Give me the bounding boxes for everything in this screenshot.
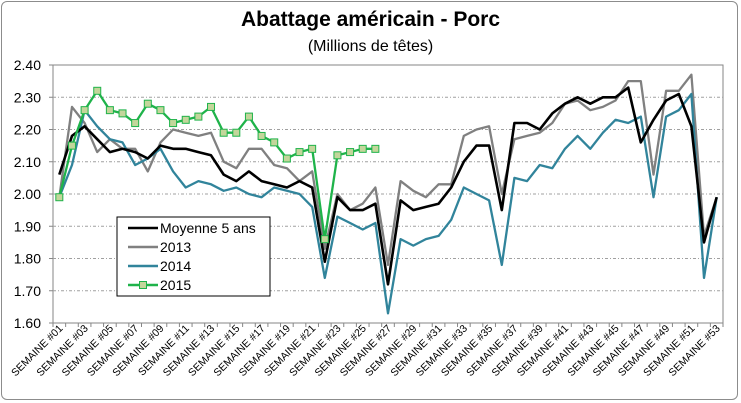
data-point-2015 [55,193,64,202]
data-point-2015 [320,235,329,244]
y-tick-label: 2.20 [14,122,41,138]
y-tick-label: 2.30 [14,89,41,105]
data-point-2015 [169,119,178,128]
data-point-2015 [333,151,342,160]
data-point-2015 [156,106,165,115]
series-line-2014 [58,92,718,315]
chart-subtitle: (Millions de têtes) [307,38,434,55]
y-tick-label: 2.10 [14,154,41,170]
data-point-2015 [308,144,317,153]
data-point-2015 [93,86,102,95]
data-point-2015 [346,148,355,157]
legend-marker [139,281,147,289]
data-point-2015 [143,99,152,108]
y-tick-label: 1.60 [14,315,41,331]
legend-label: 2014 [160,258,191,274]
series-line-moyenne-5-ans [58,86,718,286]
data-point-2015 [219,128,228,137]
data-point-2015 [257,131,266,140]
data-point-2015 [131,119,140,128]
data-point-2015 [244,112,253,121]
data-point-2015 [105,106,114,115]
data-point-2015 [282,154,291,163]
data-point-2015 [358,144,367,153]
data-point-2015 [371,144,380,153]
legend: Moyenne 5 ans 2013 2014 2015 [116,216,271,297]
legend-label: Moyenne 5 ans [160,220,256,236]
data-point-2015 [80,106,89,115]
data-point-2015 [232,128,241,137]
y-tick-label: 2.40 [14,57,41,73]
series-line-2013 [58,73,718,267]
data-point-2015 [181,115,190,124]
data-point-2015 [295,148,304,157]
y-tick-label: 1.80 [14,251,41,267]
data-point-2015 [67,141,76,150]
data-point-2015 [194,112,203,121]
data-point-2015 [118,109,127,118]
data-point-2015 [270,138,279,147]
legend-label: 2015 [160,277,191,293]
y-tick-label: 1.70 [14,283,41,299]
legend-label: 2013 [160,239,191,255]
data-point-2015 [207,102,216,111]
y-tick-label: 1.90 [14,218,41,234]
y-tick-label: 2.00 [14,186,41,202]
chart-title: Abattage américain - Porc [240,8,501,31]
